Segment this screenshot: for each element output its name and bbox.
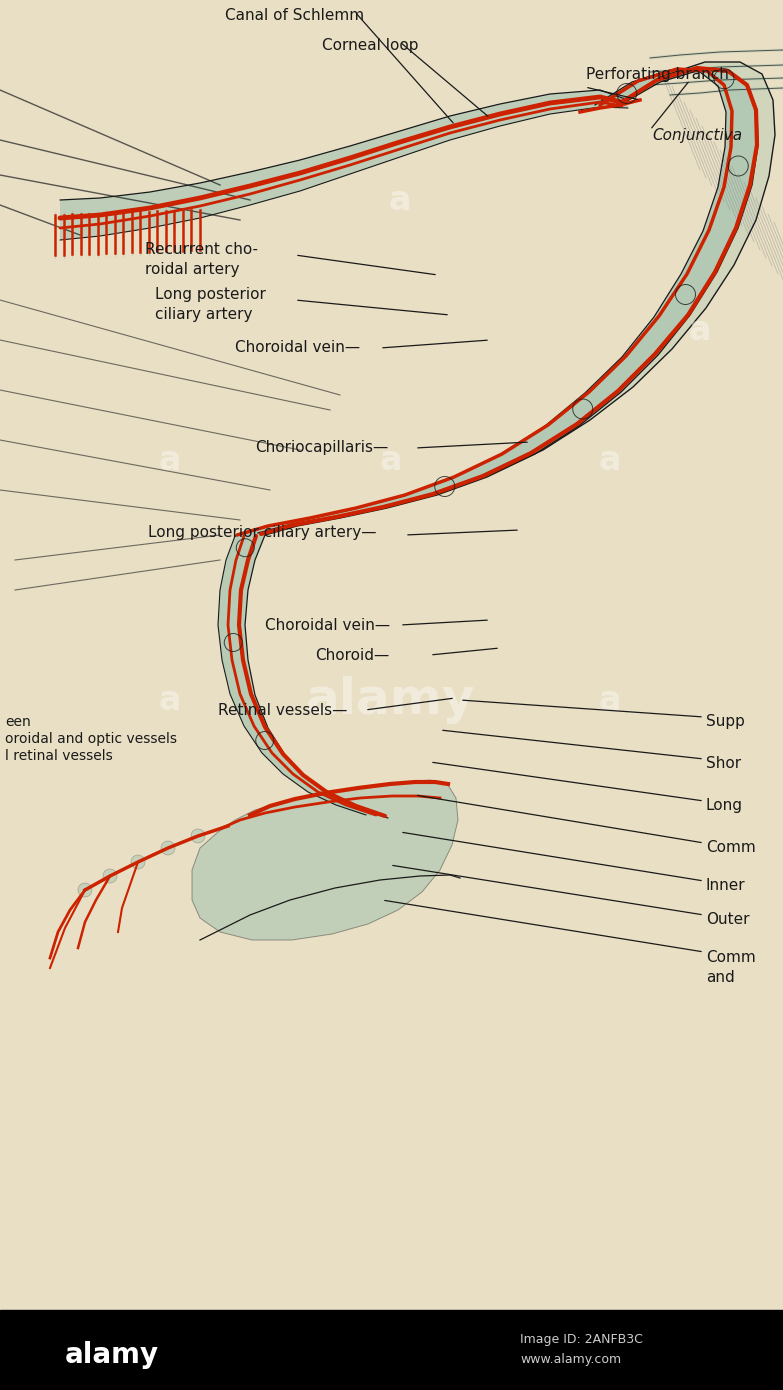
Text: Long posterior ciliary artery—: Long posterior ciliary artery— [148, 525, 377, 539]
Text: Comm: Comm [706, 949, 756, 965]
Circle shape [103, 869, 117, 883]
Text: Retinal vessels—: Retinal vessels— [218, 703, 348, 719]
Text: a: a [689, 314, 711, 346]
Text: Corneal loop: Corneal loop [322, 38, 418, 53]
Circle shape [78, 883, 92, 897]
Text: Choroidal vein—: Choroidal vein— [265, 619, 390, 632]
Text: alamy: alamy [306, 676, 476, 724]
Text: l retinal vessels: l retinal vessels [5, 749, 113, 763]
Circle shape [131, 855, 145, 869]
Text: a: a [380, 443, 402, 477]
Circle shape [161, 841, 175, 855]
Text: Image ID: 2ANFB3C: Image ID: 2ANFB3C [520, 1333, 643, 1347]
Text: Choriocapillaris—: Choriocapillaris— [255, 441, 388, 455]
Text: and: and [706, 970, 734, 986]
Text: a: a [599, 443, 621, 477]
Text: ciliary artery: ciliary artery [155, 307, 252, 322]
Polygon shape [218, 535, 388, 817]
Text: Outer: Outer [706, 912, 749, 927]
Text: Long posterior: Long posterior [155, 286, 266, 302]
Text: Conjunctiva: Conjunctiva [652, 128, 742, 143]
Text: Comm: Comm [706, 840, 756, 855]
Text: oroidal and optic vessels: oroidal and optic vessels [5, 733, 177, 746]
Polygon shape [60, 90, 628, 240]
Text: a: a [159, 684, 181, 716]
Polygon shape [258, 63, 775, 535]
Text: roidal artery: roidal artery [145, 261, 240, 277]
Polygon shape [192, 780, 458, 940]
Text: alamy: alamy [65, 1341, 159, 1369]
Text: Long: Long [706, 798, 743, 813]
Bar [0, 1309, 783, 1390]
Text: een: een [5, 714, 31, 728]
Text: Perforating branch: Perforating branch [586, 67, 729, 82]
Text: a: a [159, 443, 181, 477]
Text: Supp: Supp [706, 714, 745, 728]
Text: Recurrent cho-: Recurrent cho- [145, 242, 258, 257]
Text: Shor: Shor [706, 756, 742, 771]
Text: a: a [599, 684, 621, 716]
Text: Inner: Inner [706, 878, 745, 892]
Text: www.alamy.com: www.alamy.com [520, 1354, 621, 1366]
Text: Choroidal vein—: Choroidal vein— [235, 341, 360, 354]
Text: Choroid—: Choroid— [315, 648, 389, 663]
Polygon shape [235, 70, 758, 537]
Text: a: a [388, 183, 411, 217]
Circle shape [191, 828, 205, 842]
Text: Canal of Schlemm: Canal of Schlemm [226, 8, 365, 24]
